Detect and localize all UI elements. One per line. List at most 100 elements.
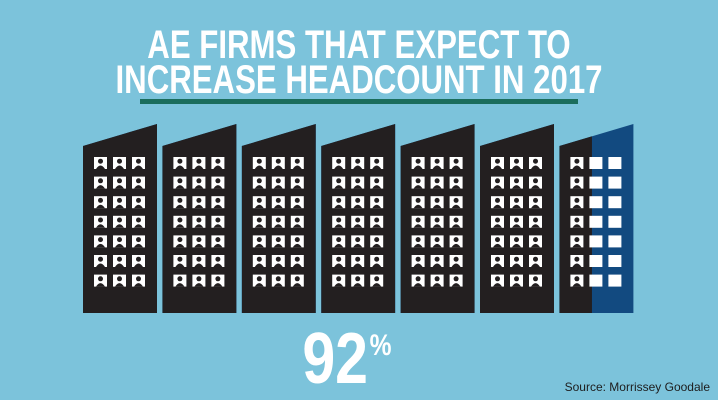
person-body (572, 283, 582, 287)
person-head (374, 178, 380, 184)
person-body (334, 224, 344, 228)
person-head (294, 256, 300, 262)
person-head (256, 237, 262, 243)
person-head (415, 197, 421, 203)
person-head (177, 276, 183, 282)
person-head (117, 197, 122, 203)
person-body (353, 224, 363, 228)
person-body (334, 263, 344, 267)
person-head (355, 158, 361, 164)
person-head (117, 158, 122, 164)
person-body (493, 185, 502, 189)
person-body (213, 283, 223, 287)
person-body (213, 263, 223, 267)
person-body (273, 204, 283, 209)
person-body (572, 243, 582, 248)
person-body (334, 165, 344, 169)
person-head (215, 197, 221, 203)
person-head (256, 178, 262, 184)
person-head (336, 256, 342, 262)
person-body (292, 263, 302, 267)
person-head (495, 197, 500, 203)
person-head (98, 197, 103, 203)
person-head (98, 217, 103, 223)
person-head (574, 197, 580, 203)
person-head (574, 256, 580, 262)
person-head (355, 197, 361, 203)
person-body (213, 185, 223, 189)
person-body (493, 165, 502, 169)
person-body (254, 243, 264, 248)
person-body (572, 204, 582, 209)
person-body (292, 243, 302, 248)
person-body (292, 224, 302, 228)
person-body (254, 204, 264, 209)
source: Source: Morrissey Goodale (565, 380, 711, 394)
person-body (493, 283, 502, 287)
person-body (432, 263, 442, 267)
person-head (98, 276, 103, 282)
person-body (134, 224, 143, 228)
person-head (495, 158, 500, 164)
value-label: 92 (302, 317, 368, 398)
person-head (415, 217, 421, 223)
person-body (134, 204, 143, 209)
person-head (275, 217, 281, 223)
person-head (275, 276, 281, 282)
person-head (533, 158, 538, 164)
person-body (432, 165, 442, 169)
person-head (117, 256, 122, 262)
person-body (115, 224, 124, 228)
person-head (256, 276, 262, 282)
person-head (374, 256, 380, 262)
window (589, 176, 603, 189)
window (608, 274, 622, 287)
person-body (273, 224, 283, 228)
person-body (531, 185, 540, 189)
person-head (574, 217, 580, 223)
person-body (96, 283, 105, 287)
person-head (374, 197, 380, 203)
person-body (292, 165, 302, 169)
person-body (531, 165, 540, 169)
person-head (177, 237, 183, 243)
person-body (175, 185, 185, 189)
person-head (434, 256, 440, 262)
person-head (514, 237, 519, 243)
person-head (215, 237, 221, 243)
person-body (413, 185, 423, 189)
person-head (136, 256, 141, 262)
person-head (574, 158, 580, 164)
window (589, 196, 603, 209)
person-head (336, 276, 342, 282)
person-body (512, 204, 521, 209)
person-body (493, 243, 502, 248)
person-body (372, 204, 382, 209)
person-body (432, 204, 442, 209)
person-body (194, 283, 204, 287)
person-head (136, 237, 141, 243)
person-head (215, 158, 221, 164)
person-head (336, 237, 342, 243)
person-body (353, 204, 363, 209)
person-head (415, 178, 421, 184)
person-body (115, 243, 124, 248)
person-body (372, 283, 382, 287)
person-body (292, 185, 302, 189)
person-head (98, 178, 103, 184)
person-head (434, 276, 440, 282)
person-head (453, 217, 459, 223)
person-body (194, 263, 204, 267)
person-head (336, 217, 342, 223)
person-head (117, 217, 122, 223)
window (608, 235, 622, 248)
person-head (256, 256, 262, 262)
person-body (353, 185, 363, 189)
person-head (294, 217, 300, 223)
person-body (572, 224, 582, 228)
person-head (336, 158, 342, 164)
person-body (134, 165, 143, 169)
window (608, 176, 622, 189)
person-body (115, 165, 124, 169)
person-body (292, 204, 302, 209)
